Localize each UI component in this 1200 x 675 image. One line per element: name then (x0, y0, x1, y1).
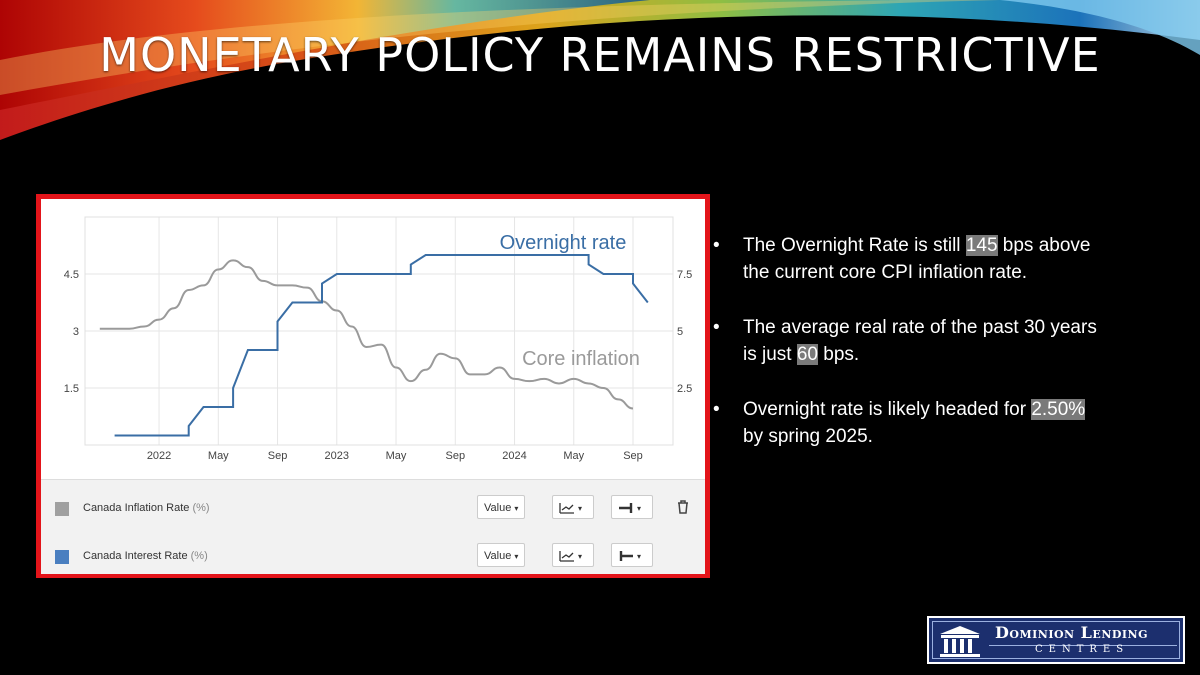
series-label: Canada Inflation Rate (%) (83, 502, 210, 514)
highlight: 145 (965, 235, 998, 256)
bullet-text: bps above the current core CPI inflation… (743, 235, 1091, 283)
x-tick-label: Sep (623, 450, 643, 462)
highlight: 60 (796, 344, 818, 365)
bullet-text: The average real rate of the past 30 yea… (743, 317, 1097, 365)
y-tick-label-right: 5 (677, 326, 683, 338)
slide-title: MONETARY POLICY REMAINS RESTRICTIVE (99, 28, 1101, 82)
series-line-inflation (99, 259, 634, 410)
x-tick-label: May (563, 450, 584, 462)
y-tick-label-right: 2.5 (677, 383, 692, 395)
bullet-text: bps. (818, 344, 860, 365)
dominion-lending-logo: Dominion Lending CENTRES (927, 616, 1185, 664)
bullet-marker: • (713, 235, 720, 256)
x-tick-label: 2023 (325, 450, 349, 462)
y-tick-label-left: 4.5 (64, 269, 79, 281)
bullet-text: by spring 2025. (743, 426, 873, 447)
series-controls: Canada Inflation Rate (%) Value ▾ ▾ ▾ Can… (41, 479, 705, 574)
series-line-interest (114, 254, 649, 437)
bullet-text: The Overnight Rate is still (743, 235, 966, 256)
interest-color-swatch[interactable] (55, 550, 69, 564)
bullet-item: • The Overnight Rate is still 145 bps ab… (705, 232, 1105, 286)
header-swoosh-decoration (0, 0, 1200, 140)
highlight: 2.50% (1031, 399, 1086, 420)
x-tick-label: May (386, 450, 407, 462)
line-chart-icon (559, 503, 574, 514)
bullet-list: • The Overnight Rate is still 145 bps ab… (705, 232, 1105, 478)
chart-type-dropdown[interactable]: ▾ (552, 495, 594, 519)
bullet-marker: • (713, 399, 720, 420)
inflation-color-swatch[interactable] (55, 502, 69, 516)
bullet-item: • The average real rate of the past 30 ye… (705, 314, 1105, 368)
annotation-interest: Overnight rate (500, 232, 627, 254)
series-row-interest: Canada Interest Rate (%) Value ▾ ▾ ▾ (41, 542, 705, 572)
series-row-inflation: Canada Inflation Rate (%) Value ▾ ▾ ▾ (41, 494, 705, 524)
trash-icon[interactable] (677, 500, 689, 517)
axis-right-icon (619, 503, 633, 514)
line-chart: 2022 May Sep 2023 May Sep 2024 May Sep 4.5 3 1.5 7.5… (64, 216, 692, 462)
annotation-inflation: Core inflation (522, 348, 640, 370)
chart-type-dropdown[interactable]: ▾ (552, 543, 594, 567)
x-tick-label: Sep (445, 450, 465, 462)
bullet-text: Overnight rate is likely headed for (743, 399, 1032, 420)
bullet-item: • Overnight rate is likely headed for 2.5… (705, 396, 1105, 450)
x-tick-label: 2022 (147, 450, 171, 462)
y-tick-label-right: 7.5 (677, 269, 692, 281)
y-tick-label-left: 3 (73, 326, 79, 338)
chart-panel: 2022 May Sep 2023 May Sep 2024 May Sep 4.5 3 1.5 7.5… (36, 194, 710, 578)
axis-left-icon (619, 551, 633, 562)
logo-subname: CENTRES (1035, 644, 1130, 655)
x-tick-label: May (208, 450, 229, 462)
value-dropdown[interactable]: Value ▾ (477, 495, 526, 519)
line-chart-icon (559, 551, 574, 562)
logo-name: Dominion Lending (995, 623, 1149, 642)
bullet-marker: • (713, 317, 720, 338)
x-tick-label: 2024 (502, 450, 526, 462)
axis-side-dropdown[interactable]: ▾ (611, 495, 653, 519)
plot-border (84, 216, 674, 446)
x-tick-label: Sep (268, 450, 288, 462)
building-icon (940, 626, 980, 657)
value-dropdown[interactable]: Value ▾ (477, 543, 526, 567)
y-tick-label-left: 1.5 (64, 383, 79, 395)
series-label: Canada Interest Rate (%) (83, 550, 208, 562)
axis-side-dropdown[interactable]: ▾ (611, 543, 653, 567)
